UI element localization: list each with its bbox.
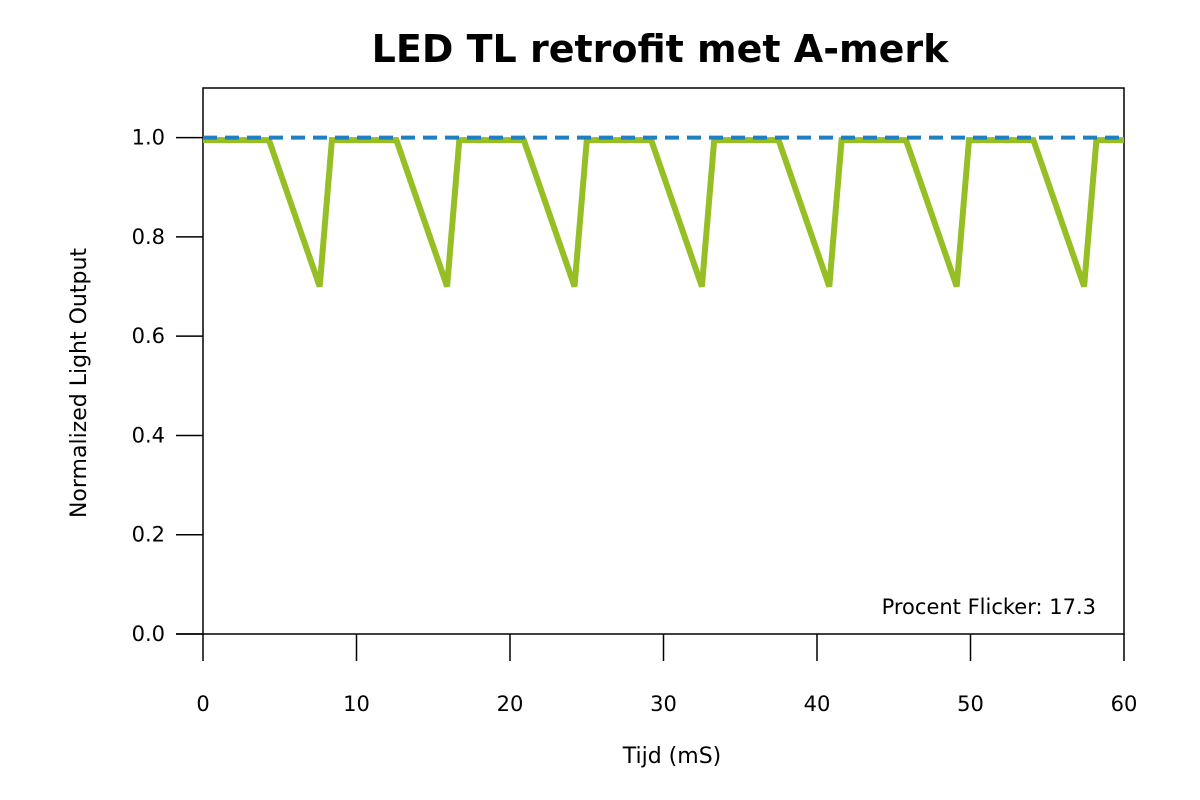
- y-tick-label: 0.2: [132, 523, 165, 547]
- series-layer: [203, 135, 1124, 288]
- axes-layer: 0.0 0.2 0.4 0.6 0.8 1.0 0 10 20 30 40 50 60: [132, 126, 1138, 716]
- x-tick-label: 10: [343, 692, 370, 716]
- y-tick-label: 1.0: [132, 126, 165, 150]
- x-tick-label: 0: [196, 692, 209, 716]
- x-tick-label: 60: [1111, 692, 1138, 716]
- flicker-annotation: Procent Flicker: 17.3: [882, 595, 1096, 619]
- x-tick-label: 50: [957, 692, 984, 716]
- chart-title: LED TL retrofit met A-merk: [372, 27, 949, 71]
- light-output-series: [203, 137, 1124, 288]
- y-tick-label: 0.6: [132, 324, 165, 348]
- x-tick-label: 40: [804, 692, 831, 716]
- y-axis-label: Normalized Light Output: [67, 248, 92, 518]
- y-tick-label: 0.0: [132, 622, 165, 646]
- y-tick-label: 0.8: [132, 225, 165, 249]
- y-tick-label: 0.4: [132, 423, 165, 447]
- x-axis-label: Tijd (mS): [622, 744, 722, 769]
- x-tick-label: 20: [497, 692, 524, 716]
- x-tick-label: 30: [650, 692, 677, 716]
